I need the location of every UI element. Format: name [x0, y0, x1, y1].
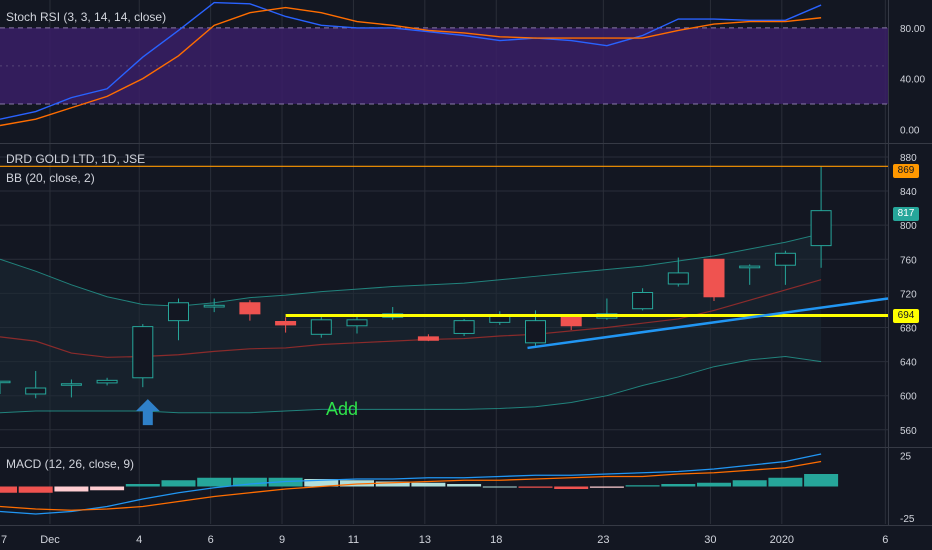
- candle-body: [96, 379, 118, 384]
- time-axis-label: Dec: [40, 534, 60, 546]
- bollinger-bands-title: BB (20, close, 2): [6, 171, 95, 185]
- candle-body: [310, 319, 332, 335]
- price-tick-label: 760: [900, 255, 917, 266]
- candle-body: [703, 258, 725, 298]
- rsi-tick-label: 0.00: [900, 125, 920, 136]
- candle-body: [632, 292, 654, 310]
- macd-histogram-bar: [90, 486, 125, 491]
- time-axis-label: 6: [208, 534, 214, 546]
- up-arrow-icon: [135, 399, 160, 426]
- macd-histogram-bar: [232, 477, 267, 487]
- candle-body: [667, 272, 689, 285]
- candle-body: [739, 265, 761, 269]
- macd-histogram-bar: [447, 484, 482, 487]
- macd-tick-label: -25: [900, 514, 915, 525]
- candle-body: [810, 210, 832, 247]
- macd-histogram-bar: [554, 486, 589, 489]
- rsi-tick-label: 80.00: [900, 24, 925, 35]
- candle-body: [489, 315, 511, 323]
- macd-histogram-bar: [161, 480, 196, 487]
- rsi-k-line: [0, 1, 822, 120]
- level-694-tag: 694: [893, 309, 919, 323]
- price-tick-label: 800: [900, 221, 917, 232]
- macd-histogram-bar: [125, 484, 160, 487]
- time-axis-label: 7: [1, 534, 7, 546]
- price-tick-label: 880: [900, 153, 917, 164]
- macd-histogram-bar: [697, 482, 731, 487]
- candle-body: [453, 320, 475, 334]
- macd-histogram-bar: [0, 486, 17, 493]
- candle-body: [239, 302, 261, 315]
- macd-histogram-bar: [375, 481, 410, 487]
- macd-histogram-bar: [197, 477, 232, 487]
- candle-body: [275, 321, 297, 326]
- time-axis-label: 2020: [770, 534, 794, 546]
- macd-histogram-bar: [732, 480, 767, 487]
- macd-signal-line: [0, 460, 822, 511]
- macd-histogram-bar: [768, 477, 803, 487]
- candle-body: [203, 304, 225, 308]
- candle-body: [774, 252, 796, 266]
- macd-tick-label: 25: [900, 451, 912, 462]
- macd-histogram-bar: [54, 486, 89, 492]
- candle-body: [346, 319, 368, 327]
- macd-histogram-bar: [589, 486, 624, 488]
- bb-fill: [0, 233, 822, 413]
- time-axis-label: 30: [704, 534, 716, 546]
- time-axis-label: 18: [490, 534, 502, 546]
- last-price-tag: 817: [893, 207, 919, 221]
- level-869-tag: 869: [893, 164, 919, 178]
- price-tick-label: 720: [900, 289, 917, 300]
- macd-title: MACD (12, 26, close, 9): [6, 457, 135, 471]
- price-tick-label: 640: [900, 358, 917, 369]
- time-axis-label: 23: [597, 534, 609, 546]
- macd-histogram-bar: [482, 486, 517, 488]
- candle-body: [525, 320, 546, 344]
- candle-body: [168, 302, 189, 322]
- macd-histogram-bar: [411, 482, 446, 487]
- candle-body: [132, 326, 154, 379]
- candle-body: [417, 336, 439, 341]
- time-axis-label: 4: [136, 534, 142, 546]
- trend-line: [527, 297, 889, 350]
- candle-body: [25, 387, 47, 395]
- bb-upper-line: [0, 233, 822, 307]
- macd-line: [0, 453, 822, 515]
- macd-histogram-bar: [304, 479, 339, 487]
- price-tick-label: 680: [900, 323, 917, 334]
- price-tick-label: 840: [900, 187, 917, 198]
- add-annotation: Add: [326, 399, 359, 419]
- macd-histogram-bar: [518, 486, 553, 488]
- candle-body: [60, 383, 82, 386]
- symbol-title: DRD GOLD LTD, 1D, JSE: [6, 152, 146, 166]
- rsi-tick-label: 40.00: [900, 75, 925, 86]
- time-axis-label: 6: [882, 534, 888, 546]
- time-axis-label: 11: [348, 534, 359, 546]
- macd-histogram-bar: [625, 485, 660, 487]
- macd-histogram-bar: [18, 486, 53, 493]
- time-axis-label: 13: [419, 534, 431, 546]
- macd-histogram-bar: [804, 474, 839, 487]
- candle-body: [0, 380, 11, 384]
- time-axis-label: 9: [279, 534, 285, 546]
- rsi-d-line: [0, 6, 822, 127]
- stoch-rsi-title: Stoch RSI (3, 3, 14, 14, close): [6, 10, 167, 24]
- candle-body: [560, 316, 582, 327]
- macd-histogram-bar: [661, 484, 696, 487]
- price-tick-label: 600: [900, 392, 917, 403]
- price-tick-label: 560: [900, 426, 917, 437]
